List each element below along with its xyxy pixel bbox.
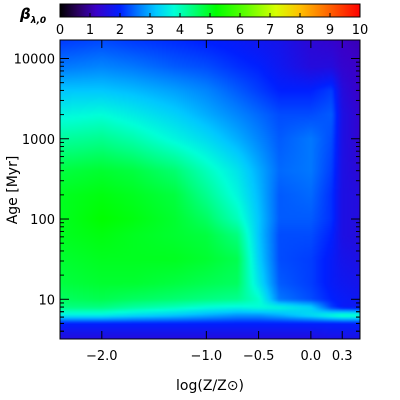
colorbar-ticks: 0 1 2 3 4 5 6 7 8 9 10 — [56, 13, 368, 38]
x-tick-label: 0.0 — [301, 349, 322, 364]
colorbar-tick-label: 6 — [236, 23, 244, 38]
y-tick-label: 1000 — [22, 133, 55, 148]
colorbar-tick-label: 2 — [116, 23, 124, 38]
x-tick-label: −2.0 — [86, 349, 118, 364]
heatmap-image — [60, 40, 360, 339]
x-tick-label: 0.3 — [332, 349, 353, 364]
colorbar-tick-label: 3 — [146, 23, 154, 38]
y-axis-label: Age [Myr] — [5, 156, 21, 225]
y-axis: 10 100 1000 10000 — [14, 52, 360, 332]
x-axis-label: log(Z/Z⊙) — [176, 378, 244, 394]
heatmap — [60, 40, 360, 339]
plot-frame — [59, 39, 361, 340]
colorbar-tick-label: 5 — [206, 23, 214, 38]
y-tick-label: 100 — [30, 213, 55, 228]
colorbar-tick-label: 10 — [352, 23, 369, 38]
colorbar: 0 1 2 3 4 5 6 7 8 9 10 βλ,0 — [19, 3, 368, 38]
colorbar-tick-label: 4 — [176, 23, 184, 38]
y-tick-label: 10 — [38, 293, 55, 308]
colorbar-label: βλ,0 — [19, 5, 46, 26]
x-axis: −2.0 −1.0 −0.5 0.0 0.3 — [86, 40, 353, 364]
x-tick-label: −1.0 — [191, 349, 223, 364]
colorbar-tick-label: 8 — [296, 23, 304, 38]
colorbar-tick-label: 0 — [56, 23, 64, 38]
colorbar-label-symbol: β — [19, 5, 31, 23]
colorbar-label-subscript: λ,0 — [30, 16, 46, 26]
colorbar-tick-label: 7 — [266, 23, 274, 38]
colorbar-tick-label: 1 — [86, 23, 94, 38]
x-tick-label: −0.5 — [243, 349, 275, 364]
y-tick-label: 10000 — [14, 52, 55, 67]
colorbar-tick-label: 9 — [326, 23, 334, 38]
